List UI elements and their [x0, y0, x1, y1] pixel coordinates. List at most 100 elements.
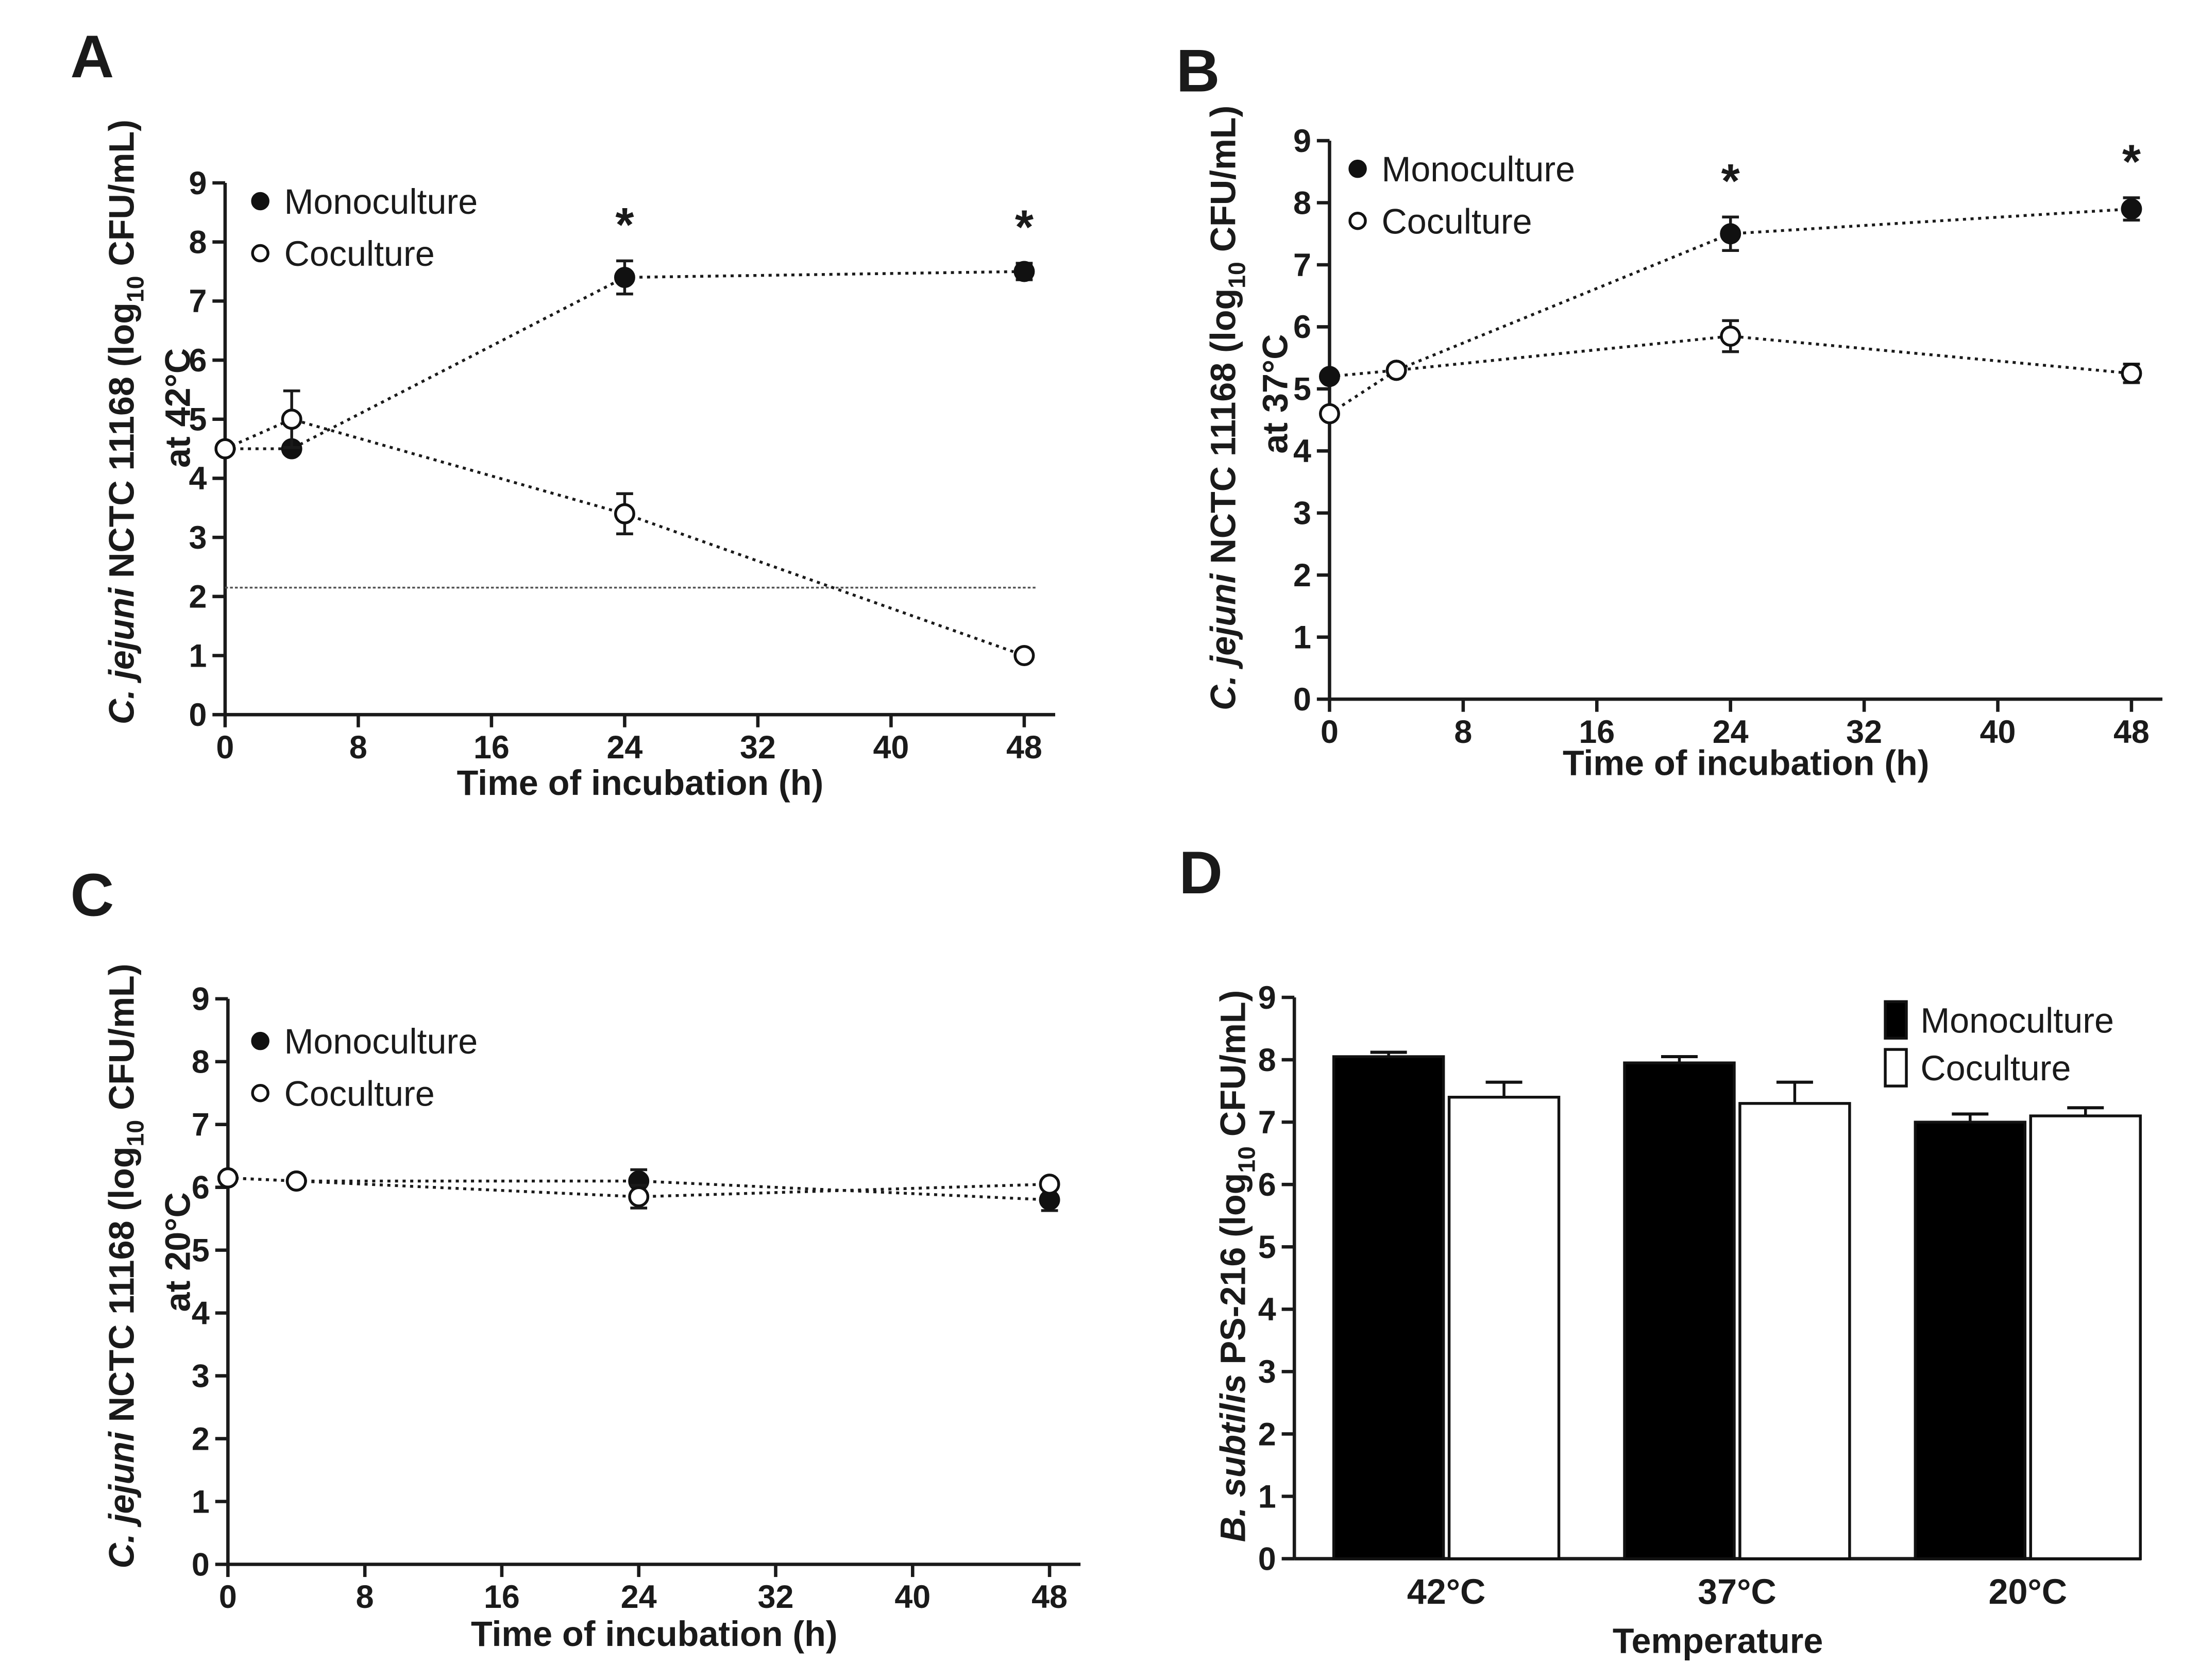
- y-axis-title: C. jejuni NCTC 11168 (log10 CFU/mL): [102, 120, 148, 724]
- y-tick-label: 9: [1293, 123, 1311, 159]
- y-tick-label: 6: [192, 1170, 210, 1206]
- y-axis-title-italic: C. jejuni: [1204, 572, 1243, 710]
- y-axis-title-italic: C. jejuni: [102, 1431, 141, 1568]
- y-tick-label: 2: [1258, 1416, 1276, 1452]
- significance-star: *: [615, 198, 634, 251]
- x-tick-label: 8: [356, 1579, 374, 1615]
- y-axis-title-italic: B. subtilis: [1214, 1374, 1253, 1542]
- y-tick-label: 0: [189, 697, 207, 733]
- bar-coculture: [1447, 1095, 1561, 1560]
- y-axis-title-text: NCTC 11168 (log: [102, 1146, 141, 1432]
- y-axis-title-text: NCTC 11168 (log: [1204, 289, 1243, 574]
- legend-label: Monoculture: [1381, 150, 1575, 189]
- data-point-coculture: [614, 503, 635, 524]
- x-axis-title: Time of incubation (h): [457, 763, 824, 803]
- x-tick-label: 16: [1579, 714, 1615, 750]
- y-axis-title-line2: at 37°C: [1256, 334, 1295, 454]
- y-axis-title-line2: at 20°C: [159, 1192, 198, 1312]
- y-axis-title-italic: C. jejuni: [102, 587, 141, 724]
- data-point-coculture: [214, 438, 236, 460]
- legend-marker-monoculture: [1348, 159, 1367, 178]
- y-tick-label: 8: [1293, 185, 1311, 221]
- x-tick-label: 24: [606, 729, 642, 766]
- legend-label: Coculture: [284, 1074, 435, 1113]
- x-tick-label: 0: [219, 1579, 237, 1615]
- y-tick-label: 9: [1258, 980, 1276, 1016]
- legend-swatch-monoculture: [1884, 1000, 1908, 1040]
- bar-coculture: [2029, 1114, 2142, 1560]
- y-tick-label: 1: [1258, 1479, 1276, 1515]
- x-axis-title: Time of incubation (h): [1563, 744, 1930, 783]
- data-point-monoculture: [2121, 198, 2142, 220]
- x-tick-label: 42°C: [1407, 1572, 1485, 1611]
- x-tick-label: 16: [484, 1579, 520, 1615]
- y-axis-title-subscript: 10: [1233, 1146, 1260, 1173]
- y-tick-label: 5: [192, 1232, 210, 1268]
- x-tick-label: 8: [1454, 714, 1472, 750]
- data-point-coculture: [285, 1170, 307, 1192]
- legend-label: Monoculture: [1920, 1001, 2114, 1040]
- x-tick-label: 24: [621, 1579, 657, 1615]
- y-tick-label: 5: [1293, 371, 1311, 408]
- x-tick-label: 24: [1713, 714, 1749, 750]
- significance-star: *: [2122, 135, 2141, 189]
- x-tick-label: 37°C: [1698, 1572, 1777, 1611]
- panel-b: B 0 1 2 3 4 5 6 7 8 9 C. jejuni NCTC 11168 (log10 C…: [1176, 37, 2163, 783]
- y-tick-label: 3: [1258, 1354, 1276, 1390]
- significance-star: *: [1015, 200, 1034, 254]
- data-point-coculture: [2121, 363, 2142, 384]
- legend-label: Monoculture: [284, 182, 478, 222]
- legend-marker-coculture: [251, 1083, 269, 1102]
- data-point-monoculture: [1318, 366, 1340, 387]
- legend-label: Monoculture: [284, 1022, 478, 1061]
- y-tick-label: 1: [192, 1484, 210, 1520]
- data-point-coculture: [1039, 1174, 1060, 1195]
- bar-monoculture: [1623, 1061, 1736, 1560]
- y-axis-title: C. jejuni NCTC 11168 (log10 CFU/mL): [102, 964, 148, 1569]
- legend-marker-monoculture: [251, 1031, 269, 1050]
- y-tick-label: 8: [1258, 1042, 1276, 1078]
- panel-letter: C: [71, 861, 114, 929]
- y-tick-label: 1: [1293, 620, 1311, 656]
- y-tick-label: 4: [189, 461, 207, 497]
- y-tick-label: 5: [1258, 1229, 1276, 1265]
- y-tick-label: 7: [192, 1107, 210, 1143]
- x-tick-label: 32: [1846, 714, 1882, 750]
- data-point-coculture: [217, 1167, 239, 1189]
- x-tick-label: 48: [2113, 714, 2150, 750]
- data-point-coculture: [281, 409, 302, 430]
- x-tick-label: 0: [1321, 714, 1339, 750]
- data-point-monoculture: [1013, 261, 1035, 282]
- data-point-monoculture: [1720, 223, 1741, 245]
- data-point-coculture: [1385, 360, 1407, 381]
- data-point-coculture: [1013, 645, 1035, 666]
- y-tick-label: 7: [1293, 247, 1311, 283]
- y-tick-label: 3: [1293, 496, 1311, 532]
- x-tick-label: 40: [1980, 714, 2016, 750]
- legend-label: Coculture: [1920, 1049, 2071, 1088]
- bar-coculture: [1738, 1102, 1851, 1560]
- x-tick-label: 40: [894, 1579, 931, 1615]
- y-axis-title-text: PS-216 (log: [1214, 1173, 1253, 1374]
- y-tick-label: 6: [1293, 309, 1311, 345]
- y-axis-title-end: CFU/mL): [1204, 106, 1243, 262]
- bar-monoculture: [1914, 1121, 2027, 1560]
- y-axis-title-text: NCTC 11168 (log: [102, 302, 141, 588]
- x-tick-label: 32: [758, 1579, 794, 1615]
- y-tick-label: 3: [189, 520, 207, 556]
- x-tick-label: 16: [473, 729, 510, 766]
- series-line-coculture: [224, 417, 1025, 657]
- y-tick-label: 6: [189, 343, 207, 379]
- legend-swatch-coculture: [1884, 1048, 1908, 1088]
- data-point-coculture: [628, 1186, 650, 1208]
- x-tick-label: 20°C: [1989, 1572, 2068, 1611]
- significance-star: *: [1721, 154, 1740, 208]
- y-tick-label: 1: [189, 638, 207, 674]
- y-tick-label: 6: [1258, 1167, 1276, 1203]
- x-tick-label: 0: [216, 729, 234, 766]
- y-tick-label: 2: [1293, 557, 1311, 593]
- x-tick-label: 48: [1031, 1579, 1068, 1615]
- legend-marker-coculture: [1348, 211, 1367, 230]
